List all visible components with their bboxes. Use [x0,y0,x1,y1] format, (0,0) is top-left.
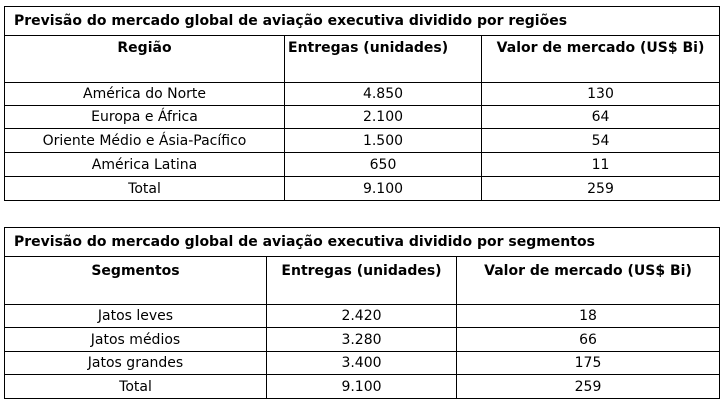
deliveries-cell: 2.420 [266,304,457,328]
deliveries-cell: 650 [284,152,482,177]
table-row: Jatos leves 2.420 18 [4,304,721,328]
market-value-cell: 64 [480,105,721,129]
market-value-cell: 18 [455,304,721,328]
table-row: América Latina 650 11 [4,152,721,177]
segments-header-market-value: Valor de mercado (US$ Bi) [455,256,721,305]
segment-cell: Jatos grandes [4,351,267,375]
deliveries-cell: 9.100 [284,176,482,201]
segments-table-caption: Previsão do mercado global de aviação ex… [3,227,721,257]
market-value-cell: 130 [480,82,721,106]
region-cell: América Latina [4,152,285,177]
table-row: Oriente Médio e Ásia-Pacífico 1.500 54 [4,128,721,153]
market-value-cell: 54 [480,128,721,153]
market-value-cell: 259 [480,176,721,201]
regions-header-deliveries: Entregas (unidades) [284,35,482,83]
regions-table-caption: Previsão do mercado global de aviação ex… [3,6,721,36]
market-value-cell: 66 [455,327,721,352]
deliveries-cell: 3.280 [266,327,457,352]
regions-header-region: Região [4,35,285,83]
table-row-total: Total 9.100 259 [4,176,721,201]
market-value-cell: 11 [480,152,721,177]
table-row: Jatos médios 3.280 66 [4,327,721,352]
segments-header-segment: Segmentos [4,256,267,305]
deliveries-cell: 4.850 [284,82,482,106]
segment-cell: Jatos leves [4,304,267,328]
segments-table: Previsão do mercado global de aviação ex… [3,227,721,399]
market-value-cell: 175 [455,351,721,375]
region-cell: Total [4,176,285,201]
regions-header-market-value: Valor de mercado (US$ Bi) [480,35,721,83]
market-value-cell: 259 [455,374,721,399]
deliveries-cell: 1.500 [284,128,482,153]
table-row: Jatos grandes 3.400 175 [4,351,721,375]
region-cell: Europa e África [4,105,285,129]
segment-cell: Jatos médios [4,327,267,352]
region-cell: Oriente Médio e Ásia-Pacífico [4,128,285,153]
region-cell: América do Norte [4,82,285,106]
deliveries-cell: 2.100 [284,105,482,129]
deliveries-cell: 9.100 [266,374,457,399]
table-row: América do Norte 4.850 130 [4,82,721,106]
segment-cell: Total [4,374,267,399]
table-row-total: Total 9.100 259 [4,374,721,399]
segments-header-deliveries: Entregas (unidades) [266,256,457,305]
regions-table: Previsão do mercado global de aviação ex… [3,6,721,201]
deliveries-cell: 3.400 [266,351,457,375]
table-row: Europa e África 2.100 64 [4,105,721,129]
